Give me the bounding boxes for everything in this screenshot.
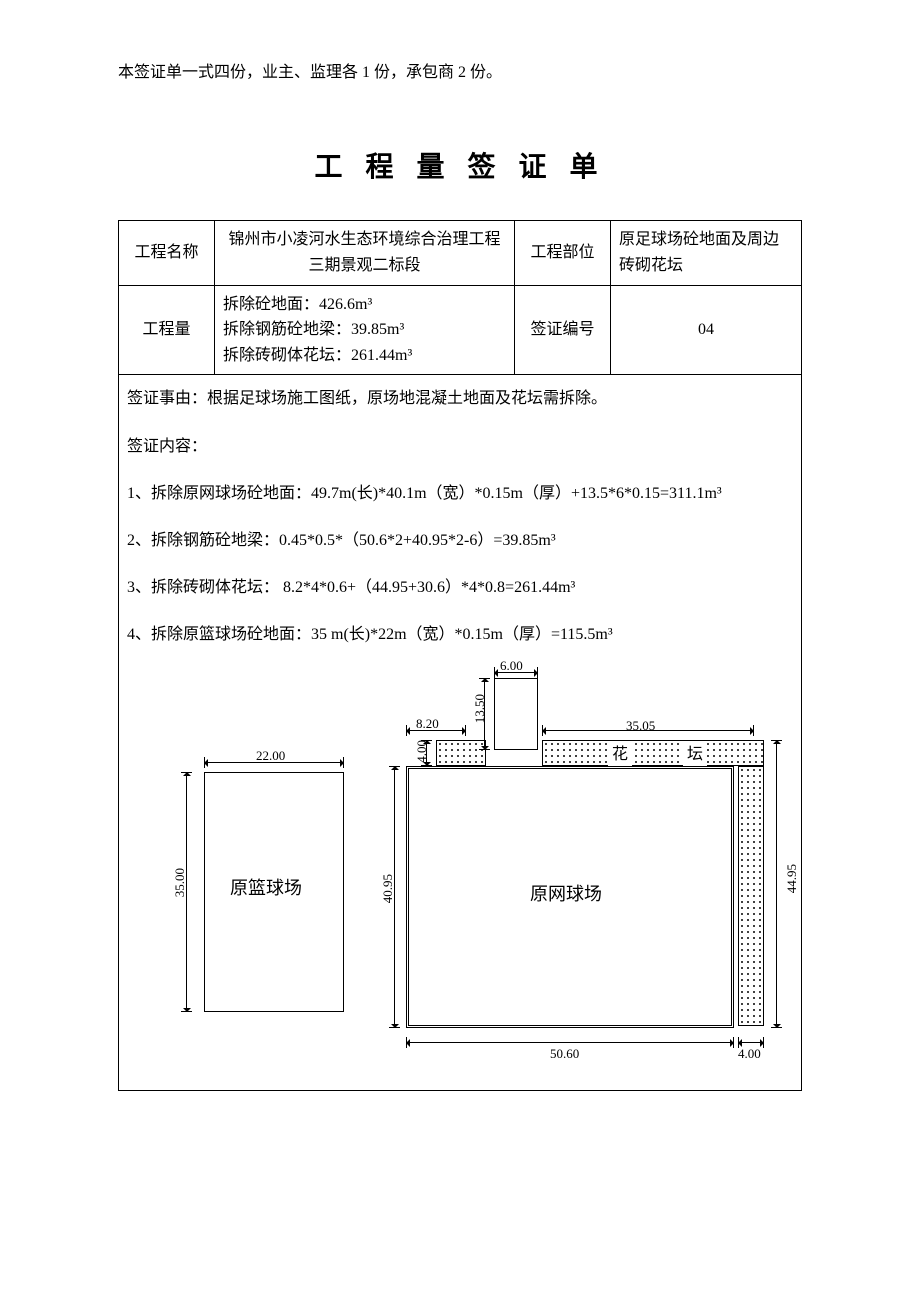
flower-bed-right [738,766,764,1026]
flower-bed-left-small [436,740,486,766]
reason-line: 签证事由：根据足球场施工图纸，原场地混凝土地面及花坛需拆除。 [127,381,793,416]
quantity-line: 拆除钢筋砼地梁：39.85m³ [223,317,506,343]
table-row-content: 签证事由：根据足球场施工图纸，原场地混凝土地面及花坛需拆除。 签证内容： 1、拆… [119,375,802,1091]
label-sign-number: 签证编号 [515,285,611,375]
flower-label-1: 花 [608,742,632,768]
dim-4095-label: 40.95 [378,874,399,903]
dim-35-label: 35.00 [170,868,191,897]
value-quantity: 拆除砼地面：426.6m³ 拆除钢筋砼地梁：39.85m³ 拆除砖砌体花坛：26… [215,285,515,375]
dim-400-right-label: 4.00 [738,1044,761,1065]
dim-5060 [406,1042,734,1043]
content-label: 签证内容： [127,429,793,464]
label-project-part: 工程部位 [515,221,611,285]
protrusion-rect [494,678,538,750]
flower-label-2: 坛 [683,742,707,768]
dim-820-label: 8.20 [416,714,439,735]
dim-400-right [738,1042,764,1043]
dim-22-label: 22.00 [256,746,285,767]
page-title: 工 程 量 签 证 单 [118,146,802,191]
tennis-label: 原网球场 [530,880,602,909]
dim-600-label: 6.00 [500,656,523,677]
dim-3505-label: 35.05 [626,716,655,737]
value-project-part: 原足球场砼地面及周边砖砌花坛 [611,221,802,285]
content-cell: 签证事由：根据足球场施工图纸，原场地混凝土地面及花坛需拆除。 签证内容： 1、拆… [119,375,802,1091]
basketball-label: 原篮球场 [230,874,302,903]
content-item: 4、拆除原篮球场砼地面：35 m(长)*22m（宽）*0.15m（厚）=115.… [127,617,793,652]
table-row: 工程名称 锦州市小凌河水生态环境综合治理工程三期景观二标段 工程部位 原足球场砼… [119,221,802,285]
header-note: 本签证单一式四份，业主、监理各 1 份，承包商 2 份。 [118,60,802,86]
label-project-name: 工程名称 [119,221,215,285]
table-row: 工程量 拆除砼地面：426.6m³ 拆除钢筋砼地梁：39.85m³ 拆除砖砌体花… [119,285,802,375]
quantity-line: 拆除砼地面：426.6m³ [223,292,506,318]
dim-4495 [776,740,777,1028]
quantity-line: 拆除砖砌体花坛：261.44m³ [223,343,506,369]
site-diagram: 6.00 13.50 8.20 35.05 4.00 [148,664,772,1084]
dim-400-left-label: 4.00 [412,740,433,763]
content-item: 1、拆除原网球场砼地面：49.7m(长)*40.1m（宽）*0.15m（厚）+1… [127,476,793,511]
value-project-name: 锦州市小凌河水生态环境综合治理工程三期景观二标段 [215,221,515,285]
signoff-table: 工程名称 锦州市小凌河水生态环境综合治理工程三期景观二标段 工程部位 原足球场砼… [118,220,802,1091]
content-item: 3、拆除砖砌体花坛： 8.2*4*0.6+（44.95+30.6）*4*0.8=… [127,570,793,605]
value-sign-number: 04 [611,285,802,375]
dim-4495-label: 44.95 [782,864,803,893]
dim-5060-label: 50.60 [550,1044,579,1065]
content-item: 2、拆除钢筋砼地梁：0.45*0.5*（50.6*2+40.95*2-6）=39… [127,523,793,558]
dim-1350-label: 13.50 [470,694,491,723]
flower-bed-top [542,740,764,766]
label-quantity: 工程量 [119,285,215,375]
